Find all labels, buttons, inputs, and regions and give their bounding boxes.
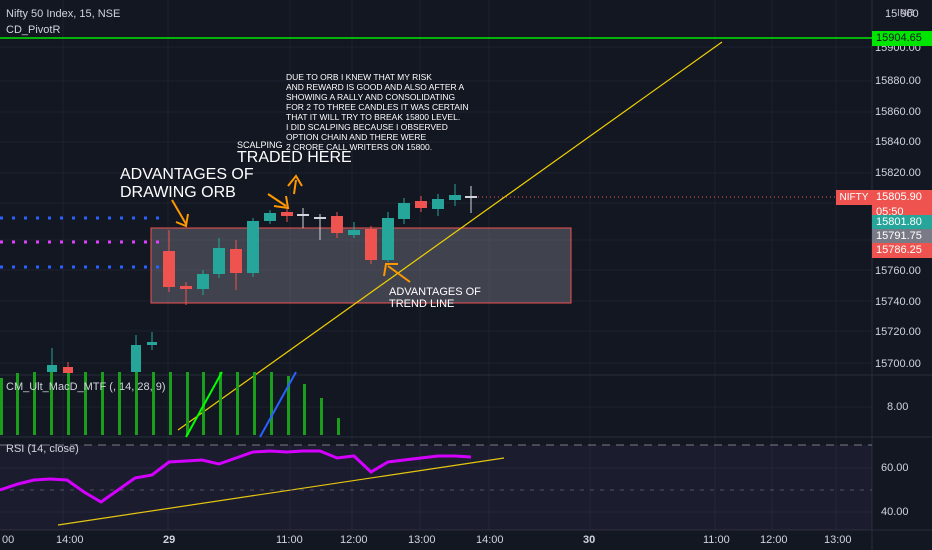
candle[interactable] <box>213 248 225 274</box>
price-tag-green[interactable]: 15801.80 <box>872 215 932 230</box>
trade-note[interactable]: DUE TO ORB I KNEW THAT MY RISK AND REWAR… <box>286 72 468 152</box>
time-label: 12:00 <box>340 534 368 546</box>
price-tick: 15700.00 <box>875 358 921 370</box>
time-label: 11:00 <box>703 534 730 546</box>
trend-line-rsi[interactable] <box>57 457 505 526</box>
scalping-label[interactable]: SCALPING <box>237 140 283 150</box>
time-label: 13:00 <box>408 534 436 546</box>
trend-annotation-line2: TREND LINE <box>389 298 455 310</box>
candle[interactable] <box>365 229 377 260</box>
time-axis[interactable]: 00 14:00 29 11:00 12:00 13:00 14:00 30 1… <box>0 531 872 550</box>
orb-annotation-line2: DRAWING ORB <box>120 184 236 201</box>
trend-line-main[interactable] <box>177 41 723 431</box>
rsi-band <box>0 445 872 530</box>
orb-annotation-line1: ADVANTAGES OF <box>120 166 254 183</box>
price-tick: 15720.00 <box>875 326 921 338</box>
candle[interactable] <box>247 221 259 273</box>
rsi-tick: 40.00 <box>881 506 909 518</box>
macd-indicator-label[interactable]: CM_Ult_MacD_MTF (, 14, 28, 9) <box>6 381 166 393</box>
candle[interactable] <box>63 367 73 373</box>
candles[interactable] <box>47 184 477 376</box>
candle[interactable] <box>398 203 410 219</box>
candle[interactable] <box>382 218 394 260</box>
symbol-title[interactable]: Nifty 50 Index, 15, NSE <box>6 8 121 20</box>
rsi-tick: 60.00 <box>881 462 909 474</box>
pivot-price-tag[interactable]: 15904.65 <box>872 31 932 46</box>
time-label-day: 30 <box>583 534 596 546</box>
trade-note-line: SHOWING A RALLY AND CONSOLIDATING <box>286 92 456 102</box>
trade-note-line: AND REWARD IS GOOD AND ALSO AFTER A <box>286 82 465 92</box>
candle[interactable] <box>415 201 427 208</box>
price-tick: 15820.00 <box>875 167 921 179</box>
price-tick: 15760.00 <box>875 265 921 277</box>
time-label: 14:00 <box>56 534 84 546</box>
candle[interactable] <box>281 212 293 216</box>
time-label: 11:00 <box>276 534 303 546</box>
rsi-indicator-label[interactable]: RSI (14, close) <box>6 443 79 455</box>
candle[interactable] <box>432 199 444 209</box>
trade-note-line: OPTION CHAIN AND THERE WERE <box>286 132 427 142</box>
price-axis[interactable]: 15 900 INR 15900.00 15880.00 15860.00 15… <box>873 0 932 530</box>
candle[interactable] <box>147 342 157 345</box>
candle[interactable] <box>180 286 192 289</box>
candle[interactable] <box>465 196 477 198</box>
rsi-line <box>0 449 472 504</box>
macd-line <box>259 371 297 438</box>
time-label: 13:00 <box>824 534 852 546</box>
trade-note-line: THAT IT WILL TRY TO BREAK 15800 LEVEL. <box>286 112 461 122</box>
candle[interactable] <box>163 251 175 287</box>
price-tick: 15840.00 <box>875 136 921 148</box>
time-label: 00 <box>2 534 15 546</box>
traded-here-label[interactable]: TRADED HERE <box>237 149 352 166</box>
trade-note-line: I DID SCALPING BECAUSE I OBSERVED <box>286 122 448 132</box>
price-tick: 15740.00 <box>875 296 921 308</box>
trade-note-line: FOR 2 TO THREE CANDLES IT WAS CERTAIN <box>286 102 469 112</box>
last-price-tag[interactable]: 15805.90 <box>872 190 932 205</box>
price-tick: 15860.00 <box>875 106 921 118</box>
macd-signal-line <box>185 371 223 438</box>
candle[interactable] <box>230 249 242 273</box>
macd-histogram <box>0 372 340 435</box>
candle[interactable] <box>331 216 343 233</box>
candle[interactable] <box>314 217 326 219</box>
price-tag-red[interactable]: 15786.25 <box>872 243 932 258</box>
candle[interactable] <box>348 230 360 235</box>
symbol-price-label: NIFTY <box>836 190 872 205</box>
price-tag-gray[interactable]: 15791.75 <box>872 229 932 244</box>
trade-note-line: DUE TO ORB I KNEW THAT MY RISK <box>286 72 432 82</box>
candle[interactable] <box>131 345 141 372</box>
candle[interactable] <box>264 213 276 221</box>
candle[interactable] <box>449 195 461 200</box>
trend-line-annotation[interactable]: ADVANTAGES OF TREND LINE <box>389 286 481 310</box>
time-label: 12:00 <box>760 534 788 546</box>
price-tick: 15880.00 <box>875 75 921 87</box>
annotation-arrows[interactable] <box>171 174 411 283</box>
price-tick: 15 900 <box>885 8 919 20</box>
orb-annotation[interactable]: ADVANTAGES OF DRAWING ORB <box>120 166 254 202</box>
currency-label: INR <box>897 8 915 19</box>
time-label: 14:00 <box>476 534 504 546</box>
candle[interactable] <box>47 365 57 372</box>
macd-tick: 8.00 <box>887 401 909 413</box>
candle[interactable] <box>197 274 209 289</box>
indicator-label-pivot[interactable]: CD_PivotR <box>6 24 61 36</box>
time-label-day: 29 <box>163 534 176 546</box>
candle[interactable] <box>297 214 309 216</box>
trade-note-line: 2 CRORE CALL WRITERS ON 15800. <box>286 142 433 152</box>
trend-annotation-line1: ADVANTAGES OF <box>389 286 481 298</box>
